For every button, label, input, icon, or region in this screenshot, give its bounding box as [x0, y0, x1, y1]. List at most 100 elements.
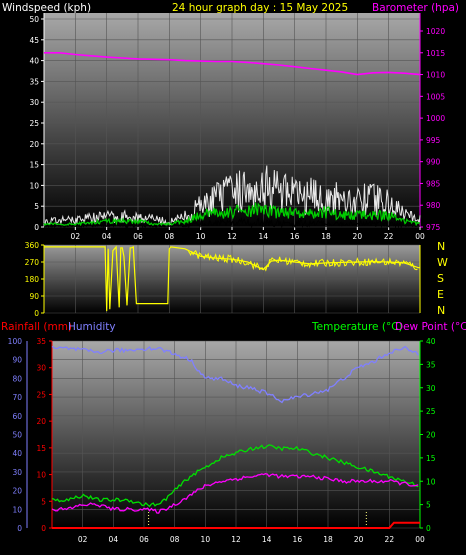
- wind-tick-label: 50: [29, 15, 39, 24]
- temperature-humidity-chart: 0 10 20 30 40 50 60 70 80 90 100 0 5 10 15 20 25 30 35 0 5 10…: [8, 337, 436, 544]
- temp-x-tick-label: 02: [78, 535, 88, 544]
- wind-x-tick-label: 00: [415, 232, 425, 241]
- temp-x-tick-label: 20: [354, 535, 364, 544]
- temp-tick-label: 35: [426, 360, 436, 369]
- humidity-tick-label: 70: [12, 393, 22, 402]
- humidity-tick-label: 50: [12, 431, 22, 440]
- temp-tick-label: 10: [426, 477, 436, 486]
- rain-tick-label: 15: [36, 444, 46, 453]
- wind-tick-label: 0: [34, 223, 39, 232]
- temp-x-tick-label: 10: [201, 535, 211, 544]
- wind-x-tick-label: 16: [290, 232, 300, 241]
- dewpoint-axis-title: Dew Point (°C): [395, 321, 466, 333]
- rain-tick-label: 10: [36, 471, 46, 480]
- baro-tick-label: 1005: [426, 92, 445, 101]
- direction-tick-label: 0: [34, 309, 39, 318]
- humidity-tick-label: 80: [12, 374, 22, 383]
- baro-tick-label: 995: [426, 136, 441, 145]
- temp-tick-label: 25: [426, 407, 436, 416]
- barometer-series: [44, 51, 421, 76]
- wind-direction-chart: 0 90 180 270 360: [25, 241, 421, 318]
- rainfall-axis-title: Rainfall (mm): [1, 321, 72, 333]
- wind-tick-label: 5: [34, 202, 39, 211]
- temp-x-tick-label: 22: [385, 535, 395, 544]
- rain-tick-label: 5: [41, 497, 46, 506]
- baro-tick-label: 985: [426, 179, 441, 188]
- dewpoint-series: [51, 473, 419, 514]
- baro-tick-label: 1020: [426, 27, 445, 36]
- direction-tick-label: 180: [25, 275, 40, 284]
- wind-direction-jitter: [187, 249, 418, 272]
- wind-x-tick-label: 18: [321, 232, 331, 241]
- humidity-tick-label: 60: [12, 412, 22, 421]
- temp-x-tick-label: 18: [323, 535, 333, 544]
- temp-x-tick-label: 14: [262, 535, 272, 544]
- rain-tick-label: 30: [36, 364, 46, 373]
- wind-x-tick-label: 20: [353, 232, 363, 241]
- humidity-tick-label: 10: [12, 505, 22, 514]
- wind-x-tick-label: 10: [196, 232, 206, 241]
- wind-x-tick-label: 08: [165, 232, 175, 241]
- wind-direction-series: [44, 245, 420, 312]
- wind-x-tick-label: 06: [133, 232, 143, 241]
- direction-tick-label: 270: [25, 258, 40, 267]
- humidity-tick-label: 90: [12, 356, 22, 365]
- rain-tick-label: 35: [36, 337, 46, 346]
- wind-lull-series: [43, 217, 421, 229]
- wind-x-tick-label: 02: [71, 232, 81, 241]
- humidity-tick-label: 40: [12, 449, 22, 458]
- humidity-series: [51, 345, 419, 404]
- wind-x-tick-label: 14: [259, 232, 269, 241]
- humidity-tick-label: 20: [12, 487, 22, 496]
- compass-south: S: [437, 272, 444, 285]
- temp-x-tick-label: 12: [231, 535, 241, 544]
- temp-x-tick-label: 04: [109, 535, 119, 544]
- rain-tick-label: 0: [41, 524, 46, 533]
- wind-average-series: [43, 202, 421, 227]
- wind-tick-label: 30: [29, 98, 39, 107]
- temperature-series: [51, 444, 419, 508]
- temp-x-tick-label: 16: [293, 535, 303, 544]
- humidity-axis-title: Humidity: [68, 321, 116, 333]
- baro-tick-label: 1015: [426, 49, 445, 58]
- temp-tick-label: 0: [426, 524, 431, 533]
- wind-x-tick-label: 04: [102, 232, 112, 241]
- compass-east: E: [437, 288, 444, 301]
- wind-tick-label: 25: [29, 119, 39, 128]
- chart-title: 24 hour graph day : 15 May 2025: [172, 2, 348, 14]
- temp-tick-label: 5: [426, 501, 431, 510]
- wind-tick-label: 40: [29, 57, 39, 66]
- wind-gust-series: [43, 165, 421, 226]
- baro-tick-label: 990: [426, 158, 441, 167]
- rain-tick-label: 25: [36, 390, 46, 399]
- baro-tick-label: 975: [426, 223, 441, 232]
- wind-tick-label: 10: [29, 181, 39, 190]
- rain-tick-label: 20: [36, 417, 46, 426]
- wind-tick-label: 20: [29, 140, 39, 149]
- temp-tick-label: 40: [426, 337, 436, 346]
- temp-tick-label: 30: [426, 384, 436, 393]
- temp-x-tick-label: 08: [170, 535, 180, 544]
- wind-tick-label: 45: [29, 36, 39, 45]
- wind-x-tick-label: 12: [227, 232, 237, 241]
- temp-tick-label: 15: [426, 454, 436, 463]
- humidity-tick-label: 100: [8, 337, 23, 346]
- temperature-axis-title: Temperature (°C): [311, 321, 403, 333]
- humidity-tick-label: 30: [12, 468, 22, 477]
- baro-tick-label: 1000: [426, 114, 445, 123]
- temp-x-tick-label: 06: [139, 535, 149, 544]
- compass-north-bottom: N: [437, 304, 445, 317]
- wind-barometer-chart: 0510152025303540455097598098599099510001…: [29, 13, 445, 241]
- baro-tick-label: 1010: [426, 71, 445, 80]
- direction-tick-label: 90: [29, 292, 39, 301]
- direction-tick-label: 360: [25, 241, 40, 250]
- wind-x-tick-label: 22: [384, 232, 394, 241]
- compass-labels: N W S E N: [437, 240, 448, 317]
- barometer-axis-title: Barometer (hpa): [372, 2, 459, 14]
- wind-tick-label: 35: [29, 77, 39, 86]
- rainfall-series: [52, 521, 420, 529]
- compass-west: W: [437, 256, 448, 269]
- humidity-tick-label: 0: [17, 524, 22, 533]
- compass-north-top: N: [437, 240, 445, 253]
